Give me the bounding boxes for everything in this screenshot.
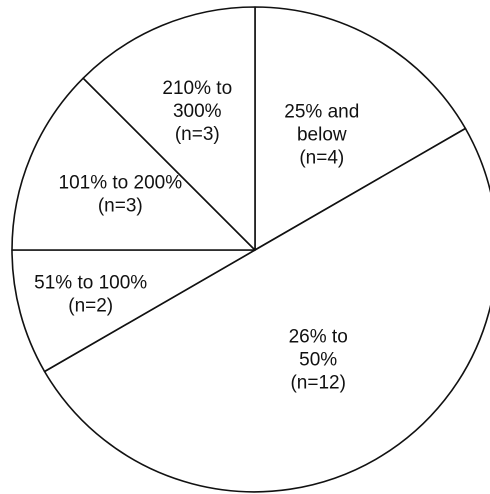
pie-slice-3 — [11, 249, 256, 373]
pie-slice-label-line: (n=12) — [290, 372, 345, 393]
pie-slice-label-line: (n=2) — [68, 296, 113, 317]
pie-slice-label-line: 26% to — [289, 326, 348, 347]
pie-slice-1 — [254, 6, 467, 251]
pie-slice-4 — [11, 77, 256, 251]
pie-slice-label-line: 25% and — [284, 101, 359, 122]
pie-slice-label-line: (n=4) — [299, 147, 344, 168]
pie-slice-label-2: 26% to 50% (n=12) — [289, 326, 348, 393]
pie-slice-5 — [82, 6, 256, 251]
pie-slice-label-line: (n=3) — [98, 196, 143, 217]
pie-slice-label-1: 25% and below (n=4) — [284, 101, 359, 168]
pie-slice-label-line: 210% to — [162, 78, 232, 99]
pie-labels: 25% and below (n=4) 26% to 50% (n=12) 51% to 1… — [34, 78, 359, 394]
pie-slice-label-5: 210% to 300% (n=3) — [162, 78, 232, 145]
pie-slice-label-3: 51% to 100% (n=2) — [34, 273, 147, 317]
pie-slice-label-line: 50% — [299, 349, 337, 370]
pie-slice-2 — [43, 127, 490, 493]
pie-slice-label-line: below — [297, 124, 347, 145]
pie-slice-label-line: (n=3) — [175, 124, 220, 145]
pie-slice-label-line: 101% to 200% — [59, 173, 183, 194]
pie-slices — [11, 6, 490, 493]
pie-slice-label-line: 51% to 100% — [34, 273, 147, 294]
pie-slice-label-line: 300% — [173, 101, 222, 122]
pie-slice-label-4: 101% to 200% (n=3) — [59, 173, 183, 217]
